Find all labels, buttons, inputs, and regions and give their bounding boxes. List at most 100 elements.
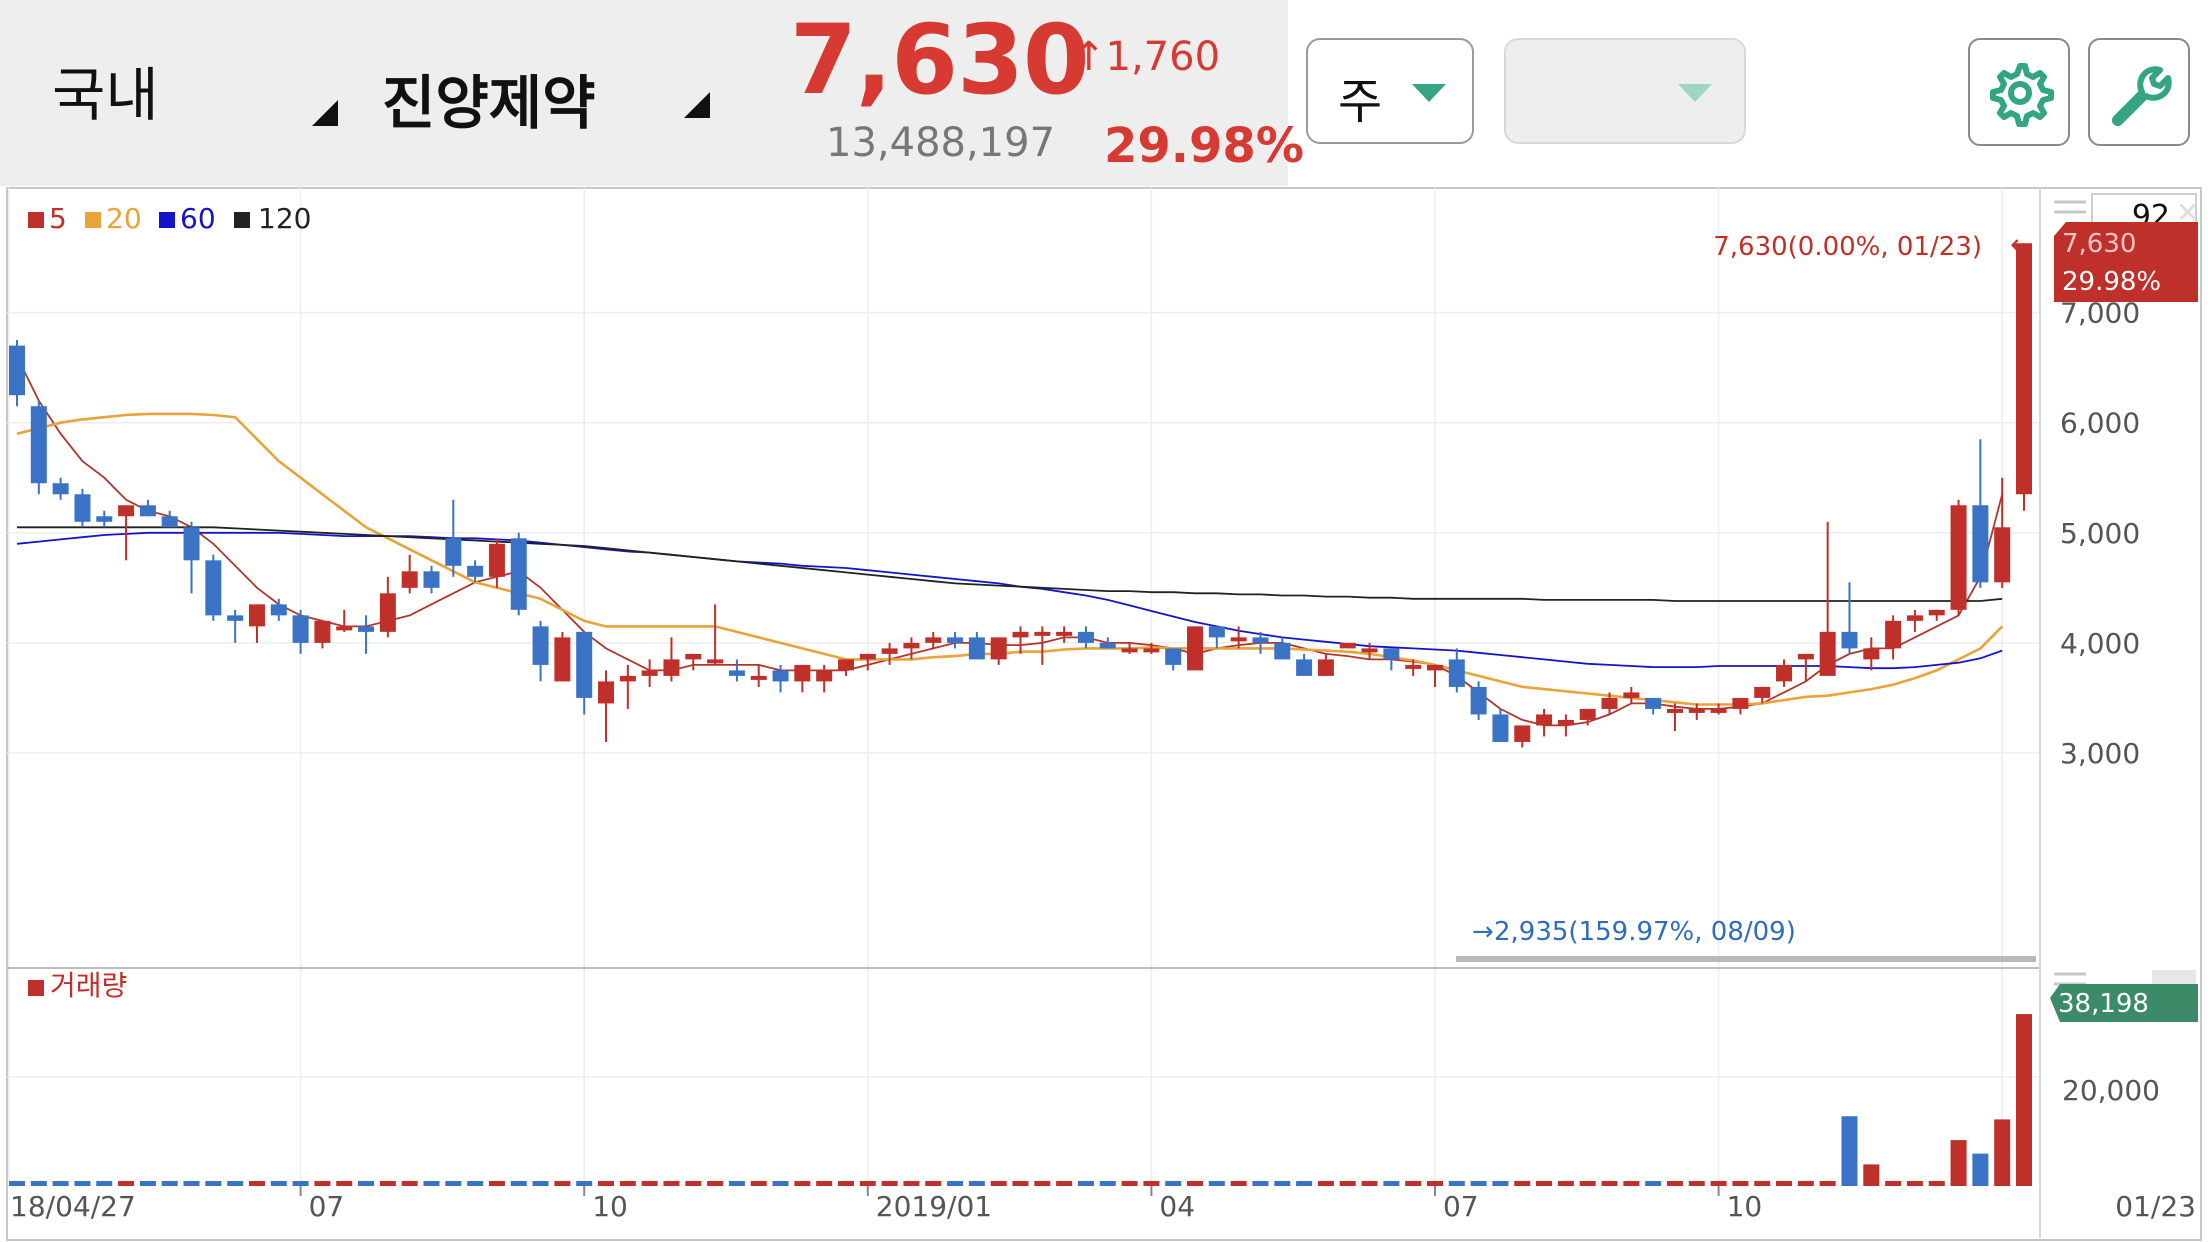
header-bar: 국내 진양제약 7,630 ↑1,760 13,488,197 29.98% [0,0,1304,186]
chart-frame [6,187,2202,1241]
candle-body [641,670,658,676]
close-icon[interactable]: ✕ [2176,196,2199,229]
candle-body [9,345,25,396]
candle [1448,648,1465,693]
candle [1841,582,1858,654]
candle-body [1906,615,1923,621]
tools-button[interactable] [2088,38,2190,146]
legend-label-120: 120 [258,202,311,235]
candle [1077,626,1094,649]
volume-bar [205,1181,222,1186]
candle [205,554,222,621]
candle [1056,626,1073,643]
candle-body [1994,527,2011,583]
candle [161,510,178,528]
candle [1972,439,1989,588]
price-axis-label: 6,000 [2060,407,2140,440]
candle [1906,609,1923,632]
volume-bar [467,1181,484,1186]
date-axis-label: 07 [1443,1190,1479,1223]
candle-body [30,406,47,484]
candle-body [1797,653,1814,660]
stock-dropdown-indicator-icon[interactable] [684,92,710,118]
volume-bar [641,1181,658,1186]
candle [1950,499,1967,616]
candle-body [1448,659,1465,687]
market-selector-label[interactable]: 국내 [52,61,159,129]
candle-body [859,653,876,660]
stock-name[interactable]: 진양제약 [382,69,596,137]
volume-bar [1034,1181,1051,1186]
last-pct-label: 29.98% [2062,267,2161,297]
candle [227,609,244,643]
candle-body [1121,648,1138,653]
right-arrow-icon: → [1472,917,1494,947]
candle [1579,708,1596,726]
candle-body [837,659,854,671]
candle-body [1732,697,1749,709]
volume-bar [903,1181,920,1186]
price-panel-menu-icon[interactable] [2054,200,2086,214]
candle [1165,648,1182,671]
volume-legend-label: 거래량 [50,969,127,1002]
volume-bar [1121,1181,1138,1186]
candle-body [1885,620,1902,649]
candle [1928,609,1945,621]
candle-body [1470,686,1487,715]
left-arrow-icon: ← [2010,228,2033,261]
candle-body [227,615,244,621]
candle-body [1230,637,1247,642]
candle [510,532,527,616]
candle-body [1317,659,1334,676]
candle-body [139,505,156,517]
price-axis-labels: 3,000 4,000 5,000 6,000 7,000 [2060,297,2140,770]
price-axis-label: 7,000 [2060,297,2140,330]
candle [1514,725,1531,748]
trade-volume: 13,488,197 [826,120,1056,166]
date-axis-label: 04 [1159,1190,1195,1223]
moving-average-lines [16,356,2004,727]
candle-body [1077,631,1094,643]
candle [52,477,69,500]
candle [707,604,724,665]
volume-bar [1339,1181,1356,1186]
volume-bar [30,1181,47,1186]
candle [1797,653,1814,682]
candle [1732,697,1749,715]
candle-body [1208,626,1225,638]
candle [619,664,636,709]
price-change-value: 1,760 [1105,34,1221,80]
volume-bar [859,1181,876,1186]
candle-body [510,538,527,610]
volume-bar [52,1181,69,1186]
volume-bar [445,1181,462,1186]
market-dropdown-indicator-icon[interactable] [312,100,338,126]
candle [1776,659,1793,687]
candle [139,499,156,517]
volume-bar [1623,1181,1640,1186]
candle-body [1666,708,1683,713]
candle-body [947,637,964,643]
candle-body [445,538,462,566]
candle [445,499,462,577]
stock-chart[interactable]: 3,000 4,000 5,000 6,000 7,000 18/04/27 07 10 20… [0,186,2208,1242]
candle [968,631,985,660]
candle [2016,243,2032,511]
candle-body [2016,243,2032,495]
volume-bar [1383,1181,1400,1186]
candle [1688,703,1705,720]
candle-body [1383,648,1400,660]
candle-body [205,560,222,616]
volume-bar [881,1181,898,1186]
candle-body [685,653,702,660]
period-selector[interactable]: 주 [1306,38,1474,144]
candle [1492,708,1509,742]
candle-body [423,571,440,588]
settings-button[interactable] [1968,38,2070,146]
candle-body [1252,637,1269,643]
secondary-selector[interactable] [1504,38,1746,144]
candle-body [292,615,309,643]
candle [292,609,309,654]
candle [1994,477,2011,588]
candle-body [183,527,200,561]
